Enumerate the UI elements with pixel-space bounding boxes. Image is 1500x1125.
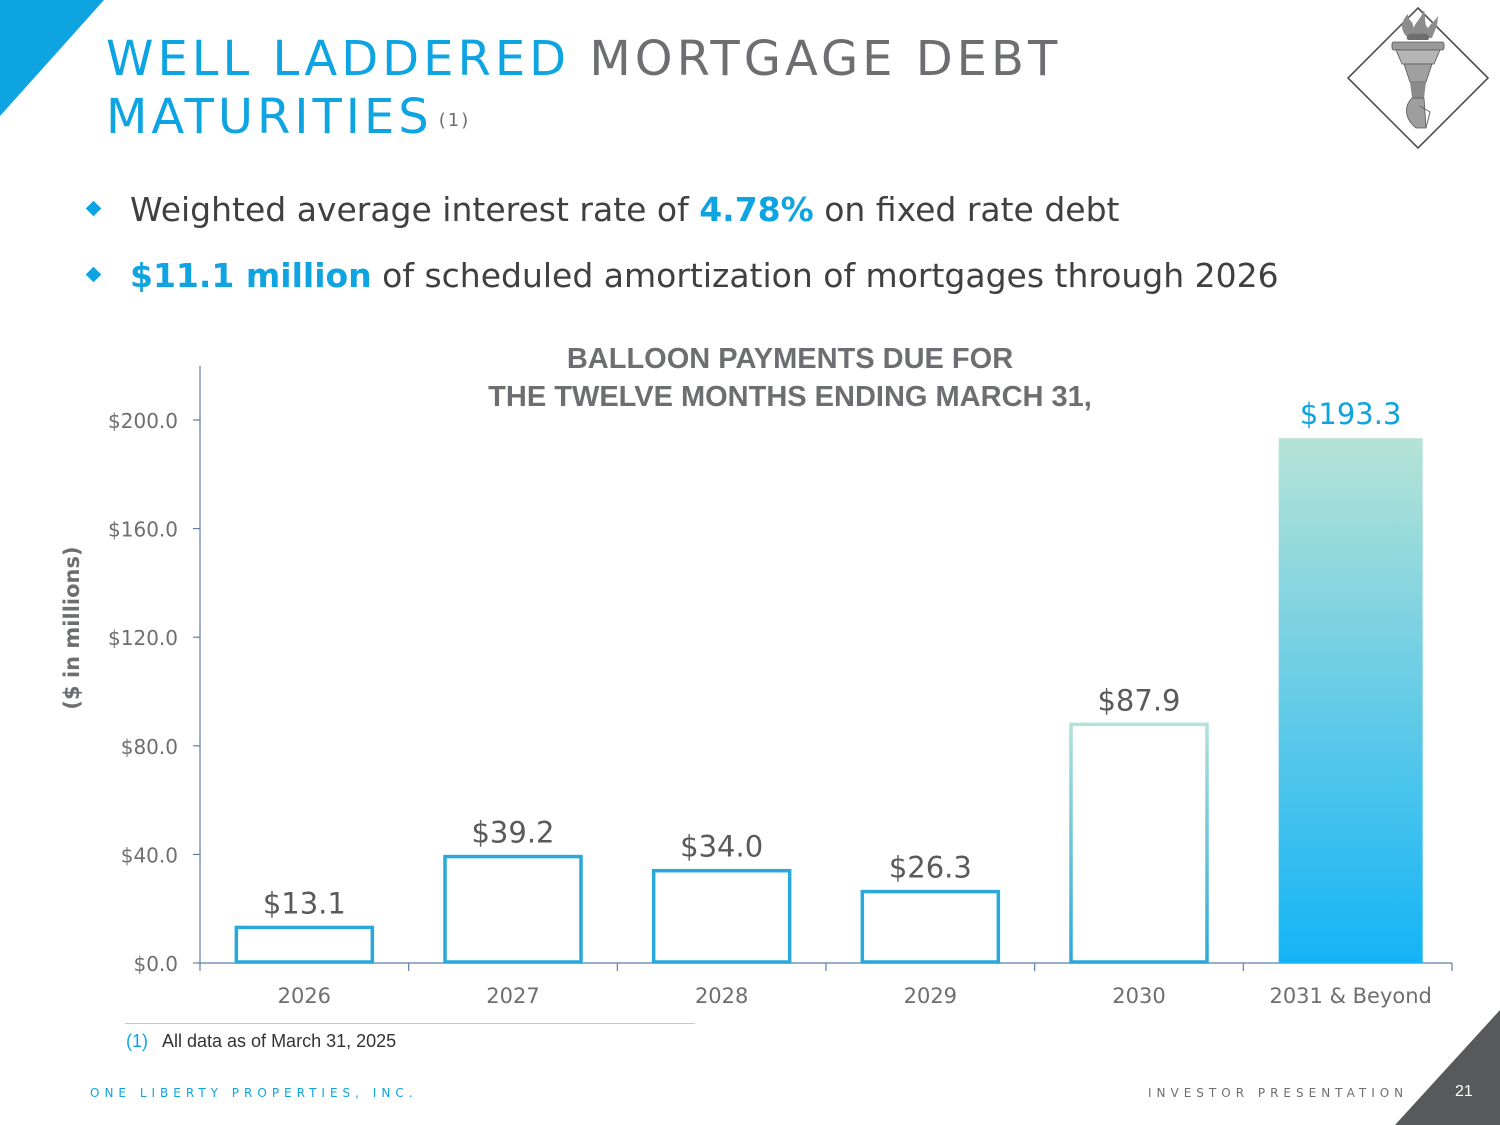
bullet-item: Weighted average interest rate of 4.78% … xyxy=(80,186,1279,252)
data-label: $13.1 xyxy=(263,886,346,920)
company-name: ONE LIBERTY PROPERTIES, INC. xyxy=(90,1086,418,1100)
chart-title-line1: BALLOON PAYMENTS DUE FOR xyxy=(566,343,1014,375)
statue-of-liberty-torch-icon xyxy=(1346,6,1490,150)
footnote-number: (1) xyxy=(126,1031,148,1051)
data-label: $26.3 xyxy=(889,851,972,885)
chart-title: BALLOON PAYMENTS DUE FOR THE TWELVE MONT… xyxy=(430,340,1150,416)
corner-accent-top-left xyxy=(0,0,104,116)
y-tick-label: $40.0 xyxy=(121,843,178,867)
data-label: $39.2 xyxy=(471,816,554,850)
bar xyxy=(1069,722,1209,964)
bar xyxy=(1278,438,1423,963)
bar xyxy=(234,925,375,964)
bullet-text-pre: Weighted average interest rate of xyxy=(130,190,700,229)
footnote-text: All data as of March 31, 2025 xyxy=(162,1031,397,1051)
x-tick-label: 2030 xyxy=(1112,984,1165,1008)
title-accent: WELL LADDERED xyxy=(106,31,571,87)
data-label: $34.0 xyxy=(680,830,763,864)
data-label: $193.3 xyxy=(1300,397,1401,431)
x-tick-label: 2031 & Beyond xyxy=(1269,984,1431,1008)
bullet-highlight: 4.78% xyxy=(699,190,814,229)
presentation-label: INVESTOR PRESENTATION xyxy=(1148,1086,1409,1100)
bullet-text-post: on fixed rate debt xyxy=(813,190,1120,229)
chart-title-line2: THE TWELVE MONTHS ENDING MARCH 31, xyxy=(488,381,1092,413)
page-number: 21 xyxy=(1455,1083,1473,1100)
y-tick-label: $160.0 xyxy=(108,518,178,542)
bar xyxy=(860,889,1001,964)
bullet-highlight: $11.1 million xyxy=(130,256,372,295)
title-footnote-ref: (1) xyxy=(438,110,471,131)
x-tick-label: 2028 xyxy=(695,984,748,1008)
x-tick-label: 2027 xyxy=(486,984,539,1008)
x-tick-label: 2026 xyxy=(278,984,331,1008)
footnote: (1) All data as of March 31, 2025 xyxy=(126,1031,396,1052)
bar xyxy=(651,868,792,964)
bar xyxy=(443,854,583,964)
bullet-list: Weighted average interest rate of 4.78% … xyxy=(80,186,1279,318)
y-tick-label: $0.0 xyxy=(133,952,178,976)
y-tick-label: $120.0 xyxy=(108,626,178,650)
page-title: WELL LADDERED MORTGAGE DEBT MATURITIES (1) xyxy=(106,30,1061,146)
title-rest: MORTGAGE DEBT xyxy=(589,31,1062,87)
title-line2: MATURITIES xyxy=(106,89,433,145)
bullet-item: $11.1 million of scheduled amortization … xyxy=(80,252,1279,318)
x-tick-label: 2029 xyxy=(904,984,957,1008)
footnote-divider xyxy=(125,1023,695,1024)
y-tick-label: $80.0 xyxy=(121,735,178,759)
corner-accent-bottom-right xyxy=(1395,1010,1500,1125)
data-label: $87.9 xyxy=(1097,683,1180,717)
y-tick-label: $200.0 xyxy=(108,409,178,433)
bullet-text-post: of scheduled amortization of mortgages t… xyxy=(371,256,1279,295)
